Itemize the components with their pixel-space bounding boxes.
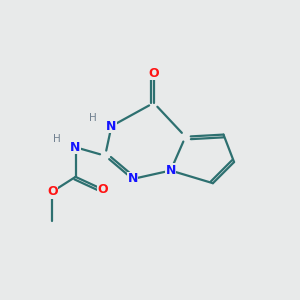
Text: O: O <box>148 67 159 80</box>
Text: N: N <box>128 172 138 185</box>
Text: H: H <box>89 113 97 123</box>
Text: N: N <box>106 120 117 133</box>
Text: O: O <box>47 185 58 198</box>
Text: H: H <box>53 134 61 144</box>
Text: N: N <box>166 164 176 177</box>
Text: O: O <box>98 183 108 196</box>
Text: N: N <box>70 141 81 154</box>
